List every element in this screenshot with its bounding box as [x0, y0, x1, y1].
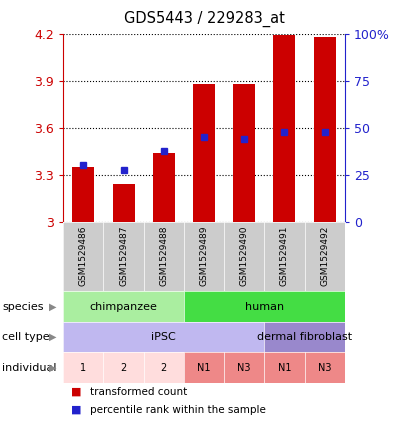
Text: human: human [245, 302, 284, 312]
Text: N3: N3 [318, 363, 331, 373]
Text: percentile rank within the sample: percentile rank within the sample [90, 405, 266, 415]
Bar [233, 84, 255, 222]
Text: 1: 1 [80, 363, 86, 373]
Bar [193, 84, 215, 222]
Text: cell type: cell type [2, 332, 50, 342]
Bar [314, 37, 336, 222]
Text: ▶: ▶ [49, 332, 57, 342]
Text: ▶: ▶ [49, 302, 57, 312]
Bar [153, 153, 175, 222]
Text: individual: individual [2, 363, 57, 373]
Text: species: species [2, 302, 44, 312]
Text: iPSC: iPSC [151, 332, 176, 342]
Text: dermal fibroblast: dermal fibroblast [257, 332, 352, 342]
Text: GSM1529487: GSM1529487 [119, 225, 128, 286]
Bar [72, 167, 94, 222]
Bar [113, 184, 135, 222]
Text: 2: 2 [120, 363, 127, 373]
Text: N3: N3 [237, 363, 251, 373]
Text: GSM1529489: GSM1529489 [200, 225, 208, 286]
Text: GDS5443 / 229283_at: GDS5443 / 229283_at [124, 11, 284, 27]
Text: ■: ■ [71, 405, 82, 415]
Text: chimpanzee: chimpanzee [90, 302, 157, 312]
Text: GSM1529492: GSM1529492 [320, 225, 329, 286]
Text: GSM1529488: GSM1529488 [159, 225, 168, 286]
Text: GSM1529490: GSM1529490 [240, 225, 249, 286]
Text: transformed count: transformed count [90, 387, 187, 397]
Text: ■: ■ [71, 387, 82, 397]
Text: N1: N1 [197, 363, 211, 373]
Text: 2: 2 [161, 363, 167, 373]
Text: GSM1529491: GSM1529491 [280, 225, 289, 286]
Bar [273, 36, 295, 222]
Text: GSM1529486: GSM1529486 [79, 225, 88, 286]
Text: ▶: ▶ [49, 363, 57, 373]
Text: N1: N1 [278, 363, 291, 373]
